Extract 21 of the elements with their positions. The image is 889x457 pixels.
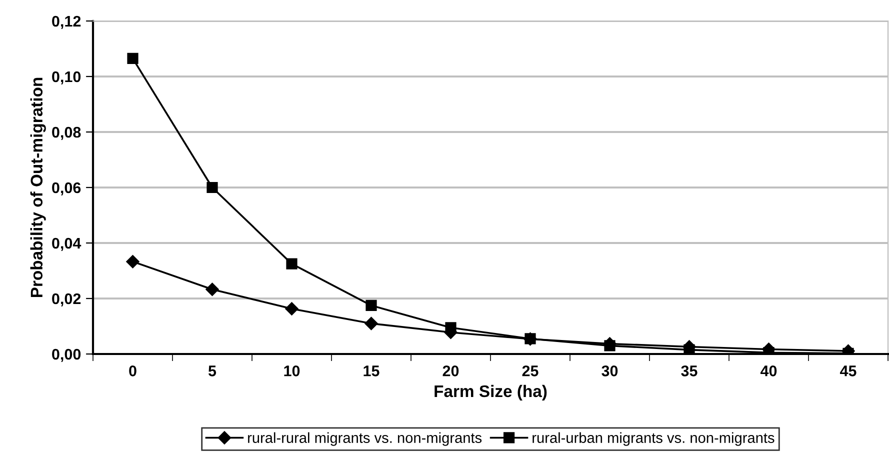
y-tick-label: 0,06 xyxy=(52,182,81,196)
x-axis-title: Farm Size (ha) xyxy=(434,384,547,400)
legend-label: rural-rural migrants vs. non-migrants xyxy=(248,432,482,446)
y-tick-label: 0,04 xyxy=(52,238,82,251)
legend-label: rural-urban migrants vs. non-migrants xyxy=(532,432,774,446)
x-tick-label: 45 xyxy=(840,366,856,376)
x-tick-label: 40 xyxy=(760,366,777,376)
y-tick-label: 0,08 xyxy=(52,126,81,140)
x-tick-label: 5 xyxy=(208,366,216,376)
x-tick-label: 15 xyxy=(364,366,380,376)
y-tick-label: 0,02 xyxy=(52,293,81,306)
x-tick-label: 10 xyxy=(284,366,300,376)
x-tick-label: 20 xyxy=(442,366,459,376)
y-axis-title: Probability of Out-migration xyxy=(30,78,46,298)
y-tick-label: 0,10 xyxy=(52,71,81,84)
y-tick-label: 0,00 xyxy=(52,348,81,362)
x-tick-label: 0 xyxy=(129,366,136,376)
y-tick-label: 0,12 xyxy=(52,16,81,29)
x-tick-label: 25 xyxy=(522,366,538,376)
x-tick-label: 35 xyxy=(681,366,698,376)
x-tick-label: 30 xyxy=(602,366,618,376)
